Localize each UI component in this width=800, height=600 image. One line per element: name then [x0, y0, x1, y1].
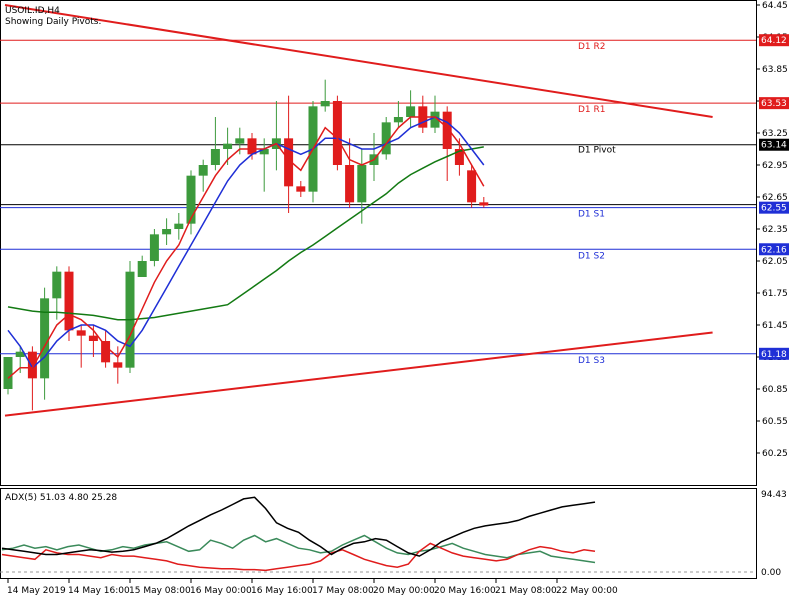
candle-body	[210, 149, 220, 165]
candle-body	[467, 170, 477, 203]
time-tick-label: 17 May 08:00	[312, 586, 374, 596]
adx-scale-top: 94.43	[761, 490, 787, 500]
price-tick-label: 64.45	[762, 1, 788, 11]
candle-body	[430, 111, 440, 128]
candle-body	[296, 186, 306, 192]
candle-body	[345, 165, 355, 203]
adx-main-line	[1, 496, 596, 557]
time-tick-label: 15 May 08:00	[129, 586, 191, 596]
ma-fast-line	[7, 116, 485, 379]
price-tick-label: 62.95	[762, 161, 788, 171]
candle-body	[40, 298, 50, 379]
price-tick-label: 62.35	[762, 225, 788, 235]
candle-body	[259, 149, 269, 155]
adx-scale-bottom: 0.00	[761, 568, 781, 578]
time-tick-label: 22 May 00:00	[556, 586, 618, 596]
pivot-price-tag-label: 62.16	[761, 245, 787, 255]
adx-minus-di-line	[1, 534, 596, 564]
candle-body	[381, 122, 391, 155]
moving-averages	[7, 116, 485, 379]
time-tick-label: 16 May 00:00	[190, 586, 252, 596]
price-tick-label: 60.25	[762, 449, 788, 459]
pivot-price-tags: 64.12 63.53 63.14 62.55 62.16 61.18	[759, 34, 789, 360]
time-tick-label: 14 May 16:00	[68, 586, 130, 596]
candle-body	[149, 234, 159, 261]
pivot-price-tag	[759, 201, 789, 214]
price-tick-label: 63.85	[762, 65, 788, 75]
adx-lines	[0, 496, 756, 573]
pivot-price-tag	[759, 347, 789, 360]
time-axis: 14 May 2019 14 May 16:00 15 May 08:00 16 Ma…	[7, 579, 618, 596]
price-axis: 64.4564.1563.8563.5563.2562.9562.6562.35…	[756, 1, 788, 459]
candle-body	[101, 341, 111, 363]
candle-body	[479, 202, 489, 206]
candle-body	[223, 143, 233, 149]
pivot-price-tag-label: 62.55	[761, 204, 787, 214]
time-tick-label: 20 May 00:00	[373, 586, 435, 596]
trend-line	[4, 331, 713, 417]
candle-body	[88, 335, 98, 341]
candle-body	[332, 101, 342, 165]
ma-mid-line	[7, 116, 485, 369]
pivot-label: D1 S2	[578, 251, 605, 261]
pivot-price-tag-label: 64.12	[761, 36, 787, 46]
pivot-price-tag	[759, 97, 789, 110]
ma-slow-line	[7, 146, 484, 321]
candles	[3, 79, 489, 411]
candle-body	[3, 357, 13, 389]
candle-body	[52, 271, 62, 299]
candle-body	[186, 175, 196, 224]
price-tick-label: 63.25	[762, 129, 788, 139]
candle-body	[406, 106, 416, 117]
pivot-price-tag-label: 61.18	[761, 350, 787, 360]
candle-body	[393, 117, 403, 123]
symbol-label: USOIL.ID,H4	[5, 6, 60, 16]
time-tick-label: 21 May 08:00	[495, 586, 557, 596]
pivot-label: D1 R2	[578, 42, 606, 52]
price-tick-label: 62.65	[762, 193, 788, 203]
price-tick-label: 60.55	[762, 417, 788, 427]
candle-body	[76, 330, 86, 336]
candle-body	[454, 149, 464, 165]
price-tick-label: 60.85	[762, 385, 788, 395]
price-tick-label: 61.45	[762, 321, 788, 331]
candle-body	[442, 111, 452, 149]
candle-body	[27, 351, 37, 379]
adx-panel-frame	[0, 488, 757, 579]
trend-line	[4, 4, 713, 118]
price-tick-label: 62.05	[762, 257, 788, 267]
main-panel-frame	[0, 0, 757, 486]
pivot-label: D1 S3	[578, 356, 605, 366]
pivot-price-tag	[759, 34, 789, 47]
pivot-price-tag	[759, 138, 789, 151]
candle-body	[162, 229, 172, 235]
trend-lines	[4, 4, 713, 417]
adx-plus-di-line	[1, 542, 596, 572]
time-tick-label: 14 May 2019	[7, 586, 66, 596]
candle-body	[198, 165, 208, 176]
price-tick-label: 61.75	[762, 289, 788, 299]
pivot-label: D1 S1	[578, 210, 605, 220]
adx-label: ADX(5) 51.03 4.80 25.28	[5, 493, 117, 503]
indicator-label: Showing Daily Pivots.	[5, 17, 101, 27]
candle-body	[113, 362, 123, 368]
pivot-price-tag	[759, 243, 789, 256]
candle-body	[174, 223, 184, 229]
candle-body	[15, 351, 25, 357]
pivot-label: D1 Pivot	[578, 146, 616, 156]
pivot-lines: D1 R2 D1 R1 D1 Pivot D1 S1 D1 S2 D1 S3	[0, 39, 756, 366]
candle-body	[284, 138, 294, 187]
candle-body	[235, 138, 245, 144]
candle-body	[320, 101, 330, 107]
pivot-price-tag-label: 63.14	[761, 141, 787, 151]
candle-body	[64, 271, 74, 331]
time-tick-label: 20 May 16:00	[434, 586, 496, 596]
pivot-price-tag-label: 63.53	[761, 99, 787, 109]
pivot-label: D1 R1	[578, 105, 606, 115]
time-tick-label: 16 May 16:00	[251, 586, 313, 596]
candle-body	[137, 261, 147, 277]
candle-body	[247, 138, 257, 155]
candle-body	[357, 165, 367, 203]
